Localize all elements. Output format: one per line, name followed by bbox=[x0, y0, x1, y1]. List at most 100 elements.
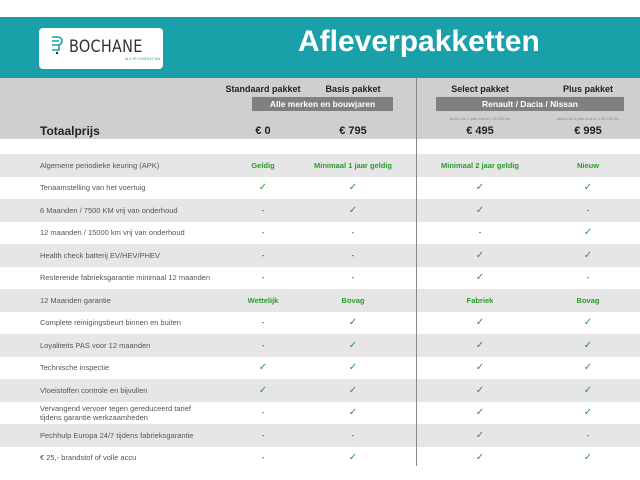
group-label-renault: Renault / Dacia / Nissan bbox=[436, 97, 624, 111]
package-note-plus: Auto's tot 5 jaar oud en 100.000 km bbox=[556, 116, 620, 121]
column-divider bbox=[416, 78, 417, 466]
logo-icon bbox=[52, 36, 63, 55]
not-included-dash: - bbox=[261, 430, 265, 440]
price-select: € 495 bbox=[466, 125, 494, 137]
feature-label: Vloeistoffen controle en bijvullen bbox=[40, 385, 148, 395]
not-included-dash: - bbox=[261, 250, 265, 260]
check-icon: ✓ bbox=[475, 362, 485, 374]
table-row: Health check batterij EV/HEV/PHEV - - ✓ ✓ bbox=[0, 244, 640, 267]
check-icon: ✓ bbox=[583, 452, 593, 464]
logo-tagline: ALS JE VOORUIT WIL bbox=[125, 57, 161, 61]
check-icon: ✓ bbox=[583, 227, 593, 239]
check-icon: ✓ bbox=[348, 362, 358, 374]
not-included-dash: - bbox=[261, 408, 265, 418]
feature-label: Tenaamstelling van het voertuig bbox=[40, 183, 146, 193]
table-row: Loyaliteits PAS voor 12 maanden - ✓ ✓ ✓ bbox=[0, 334, 640, 357]
not-included-dash: - bbox=[478, 228, 482, 238]
group-label-all-brands: Alle merken en bouwjaren bbox=[252, 97, 393, 111]
check-icon: ✓ bbox=[348, 407, 358, 419]
table-row: Resterende fabrieksgarantie minimaal 12 … bbox=[0, 267, 640, 290]
feature-label: Technische inspectie bbox=[40, 363, 110, 373]
package-name-select: Select pakket bbox=[451, 84, 509, 94]
table-row: 12 Maanden garantie Wettelijk Bovag Fabriek… bbox=[0, 289, 640, 312]
check-icon: ✓ bbox=[348, 204, 358, 216]
not-included-dash: - bbox=[586, 205, 590, 215]
check-icon: ✓ bbox=[475, 384, 485, 396]
check-icon: ✓ bbox=[583, 407, 593, 419]
price-standaard: € 0 bbox=[255, 125, 271, 137]
price-plus: € 995 bbox=[574, 125, 602, 137]
feature-value: Fabriek bbox=[466, 295, 494, 305]
total-price-label: Totaalprijs bbox=[40, 124, 100, 138]
feature-value: Wettelijk bbox=[247, 295, 279, 305]
feature-value: Bovag bbox=[341, 295, 365, 305]
check-icon: ✓ bbox=[475, 317, 485, 329]
table-row: € 25,- brandstof of volle accu - ✓ ✓ ✓ bbox=[0, 447, 640, 470]
not-included-dash: - bbox=[351, 430, 355, 440]
check-icon: ✓ bbox=[258, 182, 268, 194]
check-icon: ✓ bbox=[348, 339, 358, 351]
check-icon: ✓ bbox=[258, 384, 268, 396]
feature-value: Minimaal 2 jaar geldig bbox=[441, 160, 519, 170]
not-included-dash: - bbox=[261, 273, 265, 283]
check-icon: ✓ bbox=[475, 452, 485, 464]
feature-value: Minimaal 1 jaar geldig bbox=[314, 160, 392, 170]
not-included-dash: - bbox=[586, 430, 590, 440]
feature-label: € 25,- brandstof of volle accu bbox=[40, 453, 137, 463]
feature-label: Vervangend vervoer tegen gereduceerd tar… bbox=[40, 403, 191, 422]
not-included-dash: - bbox=[261, 340, 265, 350]
table-row: 12 maanden / 15000 km vrij van onderhoud… bbox=[0, 222, 640, 245]
check-icon: ✓ bbox=[475, 249, 485, 261]
feature-label: Complete reinigingsbeurt binnen en buite… bbox=[40, 318, 181, 328]
feature-label: 12 maanden / 15000 km vrij van onderhoud bbox=[40, 228, 185, 238]
check-icon: ✓ bbox=[348, 452, 358, 464]
check-icon: ✓ bbox=[475, 272, 485, 284]
check-icon: ✓ bbox=[583, 249, 593, 261]
table-row: Pechhulp Europa 24/7 tijdens fabrieksgar… bbox=[0, 424, 640, 447]
not-included-dash: - bbox=[586, 273, 590, 283]
check-icon: ✓ bbox=[475, 429, 485, 441]
feature-label: Health check batterij EV/HEV/PHEV bbox=[40, 250, 161, 260]
feature-table: Algemene periodieke keuring (APK) Geldig M… bbox=[0, 154, 640, 469]
check-icon: ✓ bbox=[475, 204, 485, 216]
check-icon: ✓ bbox=[583, 317, 593, 329]
not-included-dash: - bbox=[261, 205, 265, 215]
table-row: 6 Maanden / 7500 KM vrij van onderhoud - ✓… bbox=[0, 199, 640, 222]
check-icon: ✓ bbox=[583, 339, 593, 351]
package-note-select: Auto's tot 1 jaar oud en 20.000 km bbox=[449, 116, 511, 121]
check-icon: ✓ bbox=[583, 384, 593, 396]
not-included-dash: - bbox=[261, 228, 265, 238]
table-row: Technische inspectie ✓ ✓ ✓ ✓ bbox=[0, 357, 640, 380]
feature-label: 12 Maanden garantie bbox=[40, 295, 111, 305]
check-icon: ✓ bbox=[348, 182, 358, 194]
check-icon: ✓ bbox=[583, 362, 593, 374]
feature-label: Pechhulp Europa 24/7 tijdens fabrieksgar… bbox=[40, 430, 194, 440]
page-title: Afleverpakketten bbox=[298, 25, 540, 58]
check-icon: ✓ bbox=[348, 317, 358, 329]
check-icon: ✓ bbox=[583, 182, 593, 194]
check-icon: ✓ bbox=[475, 339, 485, 351]
check-icon: ✓ bbox=[475, 407, 485, 419]
table-row: Tenaamstelling van het voertuig ✓ ✓ ✓ ✓ bbox=[0, 177, 640, 200]
feature-label: Resterende fabrieksgarantie minimaal 12 … bbox=[40, 273, 211, 283]
not-included-dash: - bbox=[261, 318, 265, 328]
table-row: Vervangend vervoer tegen gereduceerd tar… bbox=[0, 402, 640, 425]
price-basis: € 795 bbox=[339, 125, 367, 137]
not-included-dash: - bbox=[261, 453, 265, 463]
feature-value: Geldig bbox=[251, 160, 275, 170]
feature-label: Algemene periodieke keuring (APK) bbox=[40, 160, 160, 170]
logo-text: BOCHANE bbox=[69, 37, 143, 57]
not-included-dash: - bbox=[351, 228, 355, 238]
feature-label: Loyaliteits PAS voor 12 maanden bbox=[40, 340, 151, 350]
feature-label: 6 Maanden / 7500 KM vrij van onderhoud bbox=[40, 205, 178, 215]
feature-value: Nieuw bbox=[576, 160, 600, 170]
table-row: Algemene periodieke keuring (APK) Geldig M… bbox=[0, 154, 640, 177]
package-name-basis: Basis pakket bbox=[325, 84, 381, 94]
check-icon: ✓ bbox=[475, 182, 485, 194]
not-included-dash: - bbox=[351, 273, 355, 283]
check-icon: ✓ bbox=[348, 384, 358, 396]
not-included-dash: - bbox=[351, 250, 355, 260]
logo[interactable]: BOCHANE ALS JE VOORUIT WIL bbox=[39, 28, 163, 69]
feature-value: Bovag bbox=[576, 295, 600, 305]
package-name-standaard: Standaard pakket bbox=[225, 84, 301, 94]
